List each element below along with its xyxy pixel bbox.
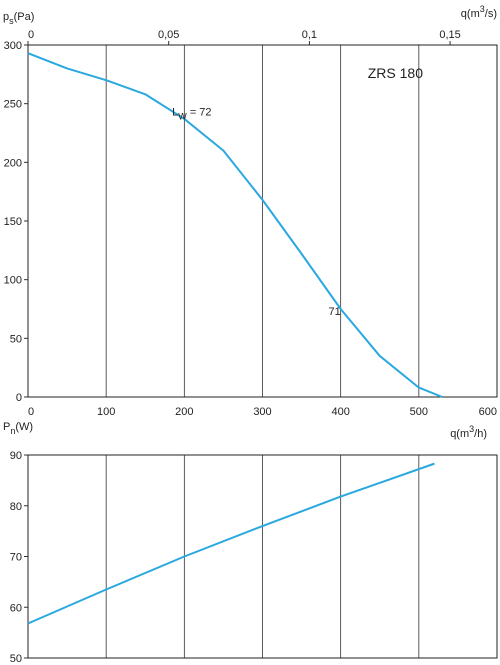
y-tick-label: 70 [10,552,22,564]
annotation-script: W [178,111,187,121]
y-axis-label-main: P [3,421,10,433]
y-tick-label: 100 [4,275,22,287]
y-tick-label: 250 [4,99,22,111]
x-tick-label: 600 [479,406,497,418]
x2-tick-label: 0 [28,29,34,41]
y-tick-label: 90 [10,450,22,462]
y-axis-label-script: s [9,16,14,26]
annotation: LW = 72 [172,106,211,121]
y-tick-label: 50 [10,333,22,345]
y-axis-label-script: n [10,426,15,436]
plot-frame [27,454,498,659]
x-axis-label: q(m3/h) [450,424,487,440]
x-axis-label-main: q(m [450,428,469,440]
x-tick-label: 400 [331,406,349,418]
annotation-main: 71 [328,306,340,318]
x2-tick-label: 0,05 [158,29,179,41]
x-axis-label-script: 3 [469,424,474,434]
annotation: 71 [328,306,340,318]
x2-axis-label-script: 3 [480,4,485,14]
annotation-rest: = 72 [187,106,212,118]
annotation-main: ZRS 180 [368,65,423,81]
y-tick-label: 150 [4,216,22,228]
y-axis-label: ps(Pa) [3,11,34,26]
y-tick-label: 60 [10,602,22,614]
x2-axis-label: q(m3/s) [461,4,497,20]
series-line [27,52,443,398]
x2-tick-label: 0,1 [302,29,317,41]
y-axis-label-rest: (W) [15,421,33,433]
x2-axis-label-main: q(m [461,8,480,20]
y-tick-label: 200 [4,157,22,169]
x-tick-label: 200 [175,406,193,418]
y-tick-label: 80 [10,501,22,513]
y-axis-label-main: p [3,11,9,23]
plot-frame [27,44,498,398]
x2-axis-label-rest: /s) [485,8,497,20]
y-tick-label: 0 [16,392,22,404]
x-tick-label: 300 [253,406,271,418]
annotation-main: L [172,106,178,118]
series-line [27,462,435,625]
x-tick-label: 500 [410,406,428,418]
x-axis-label-rest: /h) [474,428,487,440]
x-tick-label: 0 [28,406,34,418]
x2-tick-label: 0,15 [439,29,460,41]
x-tick-label: 100 [97,406,115,418]
y-tick-label: 50 [10,653,22,665]
y-tick-label: 300 [4,40,22,52]
annotation: ZRS 180 [368,65,423,81]
y-axis-label: Pn(W) [3,421,33,436]
y-axis-label-rest: (Pa) [14,11,35,23]
